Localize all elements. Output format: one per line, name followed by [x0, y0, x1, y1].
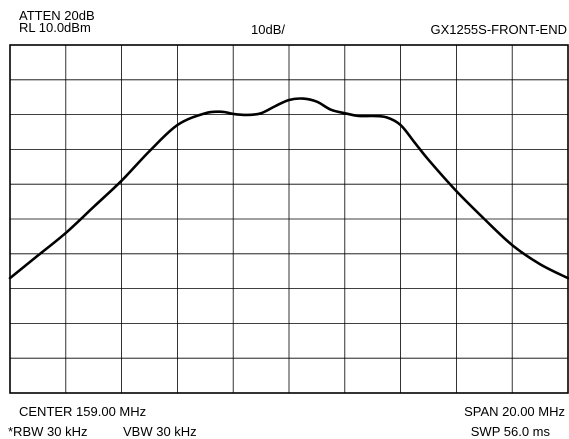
attenuation-label: ATTEN 20dB [19, 8, 95, 23]
sweep-time-label: SWP 56.0 ms [470, 424, 550, 439]
trace-line-1 [8, 97, 569, 280]
device-label: GX1255S-FRONT-END [430, 22, 567, 37]
reference-level-label: RL 10.0dBm [19, 20, 91, 35]
span-label: SPAN 20.00 MHz [464, 404, 565, 419]
trace-layer [8, 97, 569, 280]
graticule [10, 45, 568, 393]
center-frequency-label: CENTER 159.00 MHz [19, 404, 147, 419]
plot-frame [9, 44, 569, 394]
video-bandwidth-label: VBW 30 kHz [123, 424, 197, 439]
scale-label: 10dB/ [251, 22, 285, 37]
resolution-bandwidth-label: *RBW 30 kHz [8, 424, 88, 439]
